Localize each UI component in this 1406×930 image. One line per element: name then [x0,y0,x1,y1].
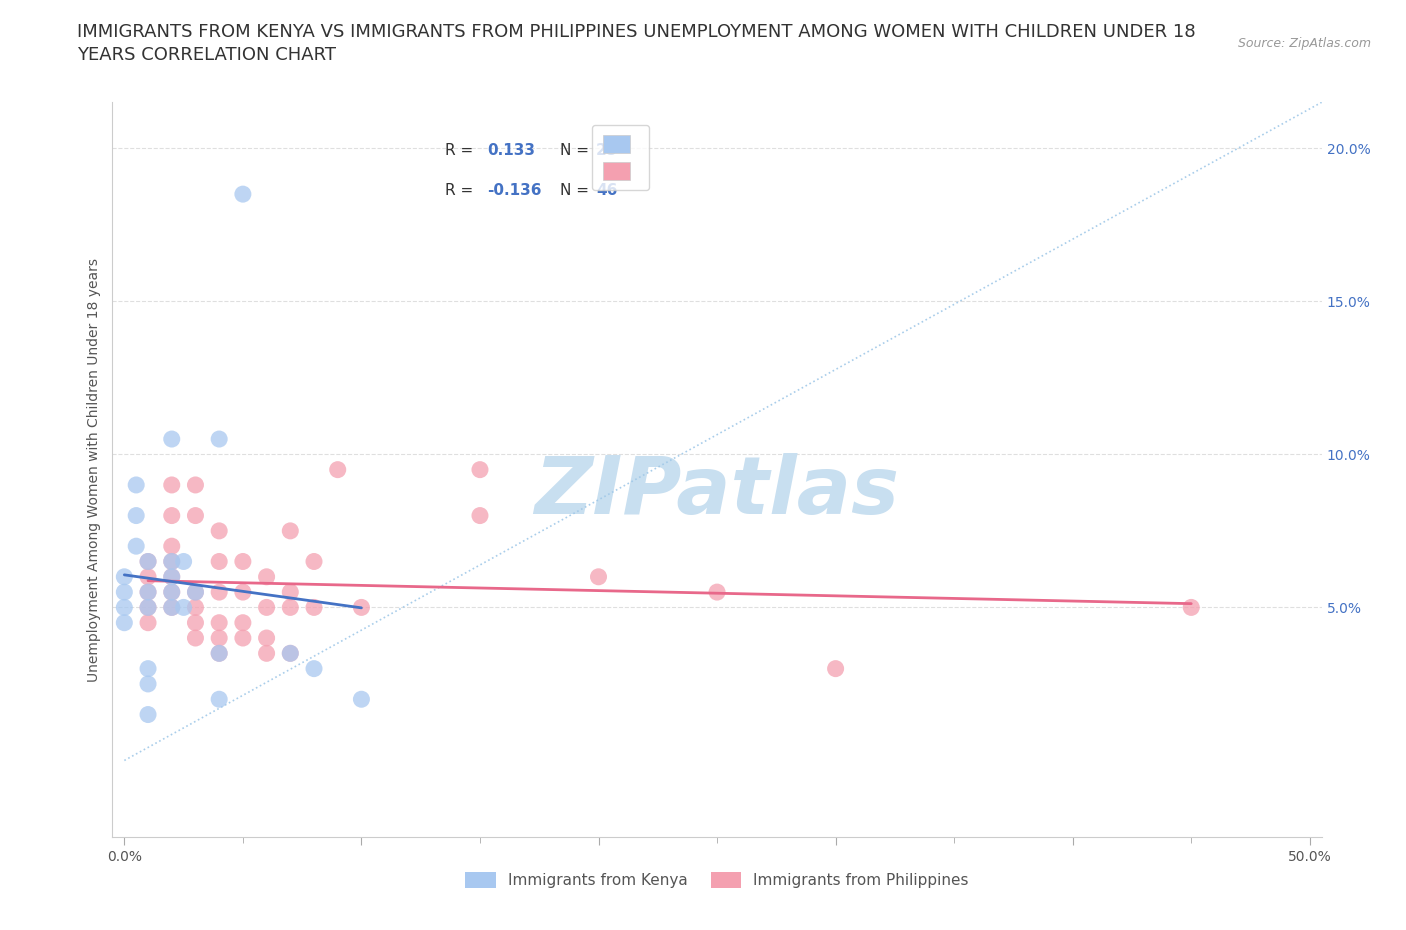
Point [208,554,231,569]
Text: 0.133: 0.133 [488,142,536,157]
Point [278,645,301,660]
Text: ZIPatlas: ZIPatlas [534,453,900,531]
Text: R =: R = [446,183,478,198]
Point [184,585,207,600]
Point [160,569,183,584]
Point [112,585,135,600]
Text: -0.136: -0.136 [488,183,541,198]
Text: IMMIGRANTS FROM KENYA VS IMMIGRANTS FROM PHILIPPINES UNEMPLOYMENT AMONG WOMEN WI: IMMIGRANTS FROM KENYA VS IMMIGRANTS FROM… [77,23,1197,41]
Point [302,661,325,676]
Point [184,585,207,600]
Point [232,554,254,569]
Point [160,432,183,446]
Point [208,432,231,446]
Point [278,524,301,538]
Point [302,554,325,569]
Point [468,462,491,477]
Text: 28: 28 [596,142,617,157]
Point [136,616,159,631]
Point [208,616,231,631]
Point [588,569,610,584]
Point [256,631,278,645]
Point [208,645,231,660]
Point [1180,600,1202,615]
Point [160,585,183,600]
Point [208,645,231,660]
Point [136,661,159,676]
Point [112,569,135,584]
Point [302,600,325,615]
Text: N =: N = [560,142,593,157]
Point [326,462,349,477]
Point [173,554,195,569]
Point [184,508,207,523]
Point [160,600,183,615]
Point [136,585,159,600]
Point [468,508,491,523]
Point [173,600,195,615]
Point [208,524,231,538]
Point [208,631,231,645]
Point [136,554,159,569]
Point [256,600,278,615]
Point [160,600,183,615]
Point [278,645,301,660]
Point [125,477,148,492]
Point [232,631,254,645]
Point [184,600,207,615]
Point [232,187,254,202]
Text: R =: R = [446,142,478,157]
Text: YEARS CORRELATION CHART: YEARS CORRELATION CHART [77,46,336,64]
Y-axis label: Unemployment Among Women with Children Under 18 years: Unemployment Among Women with Children U… [87,258,101,682]
Point [160,538,183,553]
Point [824,661,846,676]
Point [184,616,207,631]
Point [256,645,278,660]
Point [160,477,183,492]
Point [160,554,183,569]
Point [256,569,278,584]
Text: 46: 46 [596,183,617,198]
Point [184,631,207,645]
Point [125,538,148,553]
Point [278,600,301,615]
Point [136,585,159,600]
Point [232,616,254,631]
Point [136,554,159,569]
Point [136,600,159,615]
Text: N =: N = [560,183,593,198]
Legend: Immigrants from Kenya, Immigrants from Philippines: Immigrants from Kenya, Immigrants from P… [457,864,977,896]
Point [112,616,135,631]
Point [278,585,301,600]
Point [160,508,183,523]
Point [112,600,135,615]
Point [136,676,159,691]
Point [125,508,148,523]
Point [160,569,183,584]
Point [706,585,728,600]
Point [350,692,373,707]
Point [160,585,183,600]
Point [232,585,254,600]
Point [184,477,207,492]
Point [208,585,231,600]
Point [136,600,159,615]
Point [136,569,159,584]
Point [350,600,373,615]
Point [136,707,159,722]
Point [160,554,183,569]
Point [208,692,231,707]
Text: Source: ZipAtlas.com: Source: ZipAtlas.com [1237,37,1371,50]
